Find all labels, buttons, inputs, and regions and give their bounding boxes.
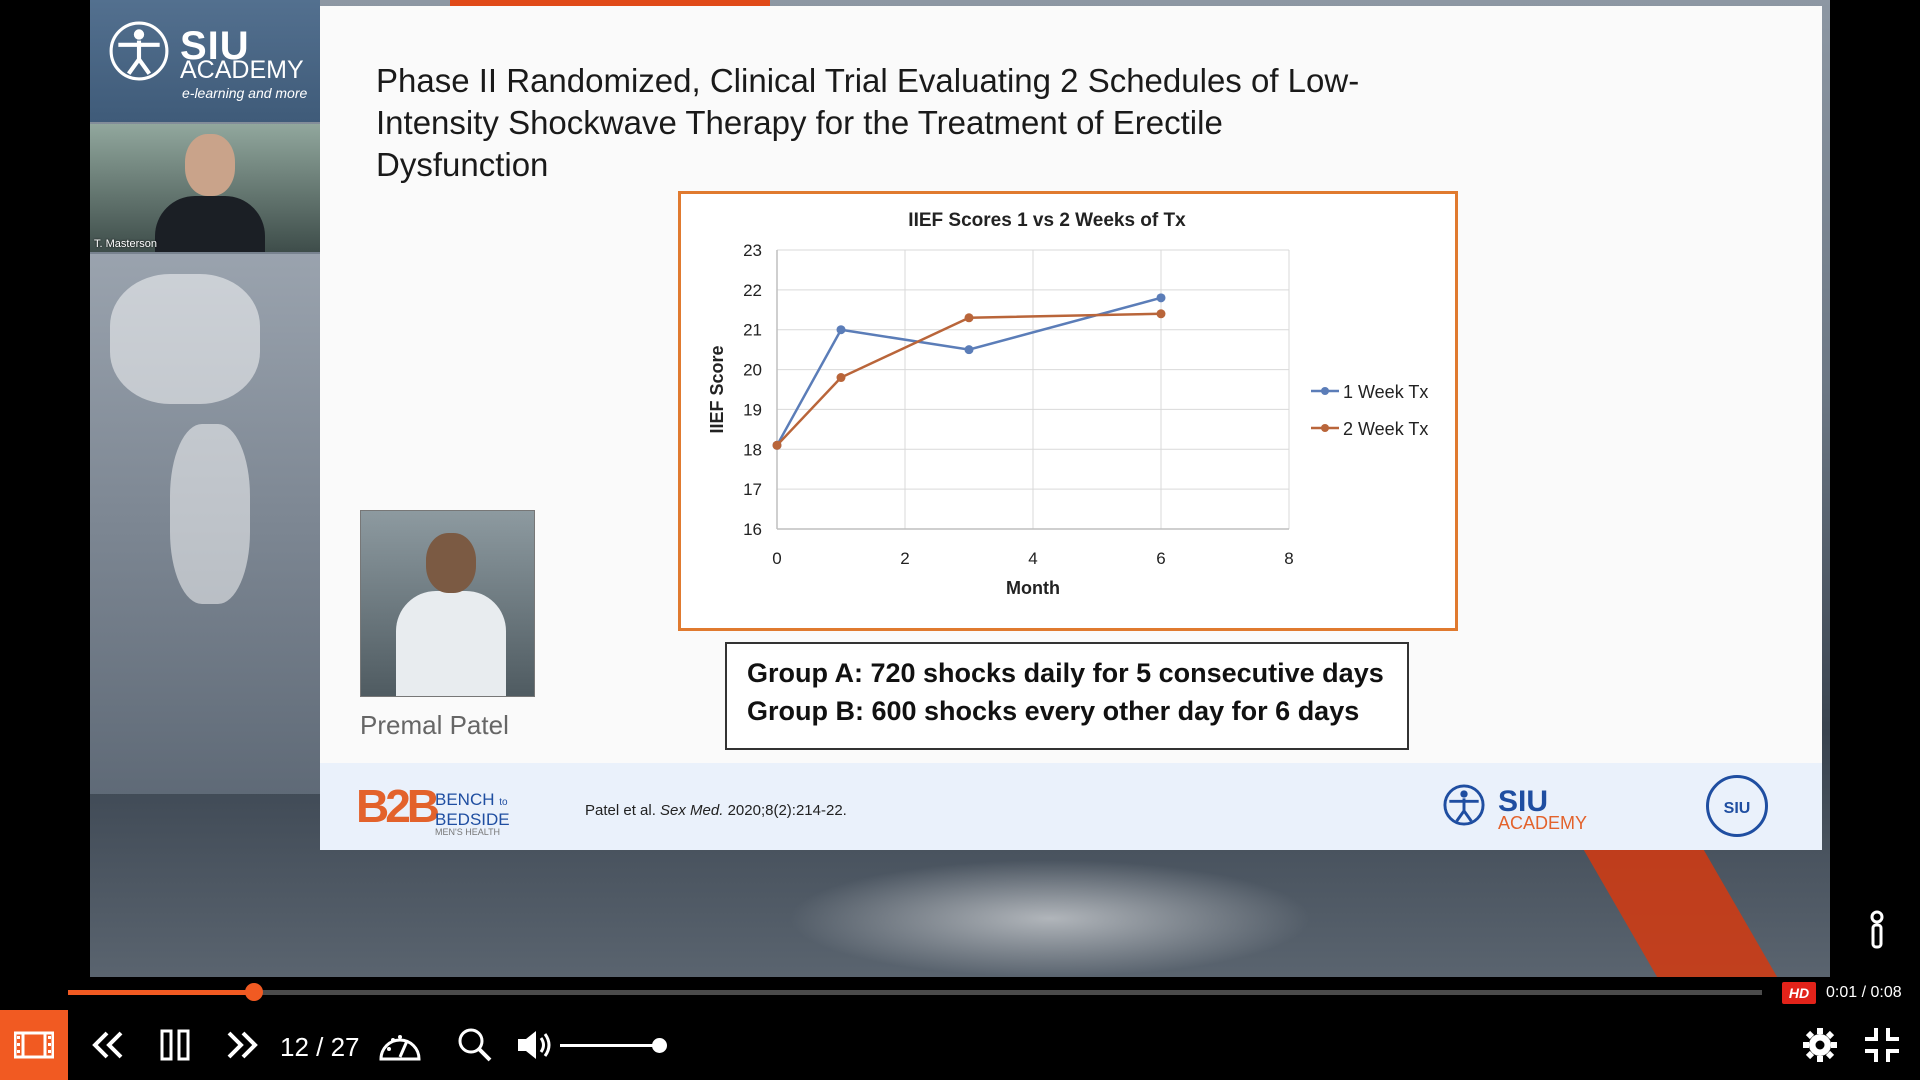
vitruvian-figure-icon	[109, 21, 169, 81]
presenter-photo	[360, 510, 535, 697]
presenter-name: Premal Patel	[360, 710, 509, 740]
x-tick-label: 4	[1028, 549, 1037, 568]
group-a-text: Group A: 720 shocks daily for 5 consecut…	[747, 658, 1384, 688]
bench-to-bedside-text: BENCH to BEDSIDE	[435, 791, 510, 828]
presenter-head	[426, 533, 476, 593]
series-line	[776, 312, 1162, 447]
line-chart: IIEF Scores 1 vs 2 Weeks of Tx1617181920…	[707, 210, 1428, 598]
y-tick-label: 19	[743, 400, 762, 419]
data-point	[836, 373, 846, 383]
pause-button[interactable]	[155, 1010, 195, 1080]
volume-slider[interactable]	[560, 1038, 667, 1053]
y-tick-label: 23	[743, 241, 762, 260]
y-axis-label: IIEF Score	[707, 345, 727, 433]
speedometer-icon	[379, 1035, 421, 1061]
to-label: to	[499, 797, 508, 808]
exit-fullscreen-button[interactable]	[1862, 1010, 1902, 1080]
brand-sub: ACADEMY	[180, 56, 304, 84]
siu-seal-logo: SIU	[1706, 775, 1768, 837]
data-point	[964, 313, 974, 323]
slide-title: Phase II Randomized, Clinical Trial Eval…	[376, 62, 1360, 183]
player-controls: 12 / 27	[0, 1010, 1920, 1080]
decor-stripe	[1583, 850, 1797, 977]
legend-marker	[1321, 424, 1329, 432]
siu-footer-logo: SIU	[1498, 785, 1549, 818]
legend-label: 1 Week Tx	[1343, 382, 1428, 402]
progress-knob[interactable]	[245, 983, 264, 1001]
search-icon	[458, 1028, 492, 1062]
x-tick-label: 6	[1156, 549, 1165, 568]
group-descriptions: Group A: 720 shocks daily for 5 consecut…	[725, 642, 1409, 750]
siu-academy-logo: SIU ACADEMY e-learning and more	[90, 0, 320, 122]
data-point	[1156, 309, 1166, 319]
data-point	[1156, 293, 1166, 303]
x-tick-label: 8	[1284, 549, 1293, 568]
map-continent	[170, 424, 250, 604]
chevron-double-left-icon	[92, 1031, 123, 1059]
speed-button[interactable]	[375, 1010, 425, 1080]
y-tick-label: 21	[743, 321, 762, 340]
speaker-body	[155, 196, 265, 252]
legend-label: 2 Week Tx	[1343, 419, 1428, 439]
previous-slide-button[interactable]	[88, 1010, 128, 1080]
progress-fill	[68, 990, 255, 995]
bedside-label: BEDSIDE	[435, 810, 510, 829]
presentation-slide: Phase II Randomized, Clinical Trial Eval…	[320, 6, 1822, 850]
citation-details: 2020;8(2):214-22.	[723, 802, 847, 819]
info-icon[interactable]	[1862, 910, 1892, 957]
brand-name: SIU	[180, 24, 250, 68]
chart-title: IIEF Scores 1 vs 2 Weeks of Tx	[908, 210, 1186, 231]
camera-name-label: T. Masterson	[94, 238, 157, 250]
citation-authors: Patel et al.	[585, 802, 661, 819]
slide-footer: B2B BENCH to BEDSIDE MEN'S HEALTH Patel e…	[320, 763, 1822, 850]
vitruvian-figure-icon	[1443, 784, 1485, 826]
x-tick-label: 2	[900, 549, 909, 568]
search-button[interactable]	[455, 1010, 495, 1080]
volume-knob[interactable]	[652, 1038, 667, 1053]
film-strip-icon	[14, 1031, 54, 1059]
x-axis-label: Month	[1006, 578, 1060, 598]
group-b-text: Group B: 600 shocks every other day for …	[747, 696, 1360, 726]
volume-button[interactable]	[515, 1010, 555, 1080]
series-line	[775, 296, 1162, 446]
legend-marker	[1321, 387, 1329, 395]
time-display: 0:01 / 0:08	[1826, 984, 1902, 1001]
b2b-logo: B2B	[356, 780, 440, 832]
next-slide-button[interactable]	[222, 1010, 262, 1080]
y-tick-label: 16	[743, 520, 762, 539]
film-strip-button[interactable]	[0, 1010, 68, 1080]
brand-tagline: e-learning and more	[182, 85, 308, 101]
pause-icon	[160, 1029, 190, 1061]
chevron-double-right-icon	[227, 1031, 258, 1059]
data-point	[836, 325, 846, 335]
settings-button[interactable]	[1800, 1010, 1840, 1080]
y-tick-label: 22	[743, 281, 762, 300]
academy-footer-label: ACADEMY	[1498, 813, 1588, 833]
speaker-head	[185, 134, 235, 196]
speaker-icon	[518, 1031, 551, 1059]
y-tick-label: 20	[743, 361, 762, 380]
gear-icon	[1803, 1028, 1837, 1062]
speaker-camera: T. Masterson	[90, 124, 320, 252]
hd-badge[interactable]: HD	[1782, 982, 1816, 1004]
chart-frame: IIEF Scores 1 vs 2 Weeks of Tx 16 17 18 19 20…	[678, 191, 1458, 631]
x-tick-label: 0	[772, 549, 781, 568]
data-point	[772, 440, 782, 450]
y-tick-label: 17	[743, 480, 762, 499]
citation-journal: Sex Med.	[660, 802, 724, 819]
progress-bar[interactable]	[68, 983, 1762, 1001]
citation: Patel et al. Sex Med. 2020;8(2):214-22.	[585, 802, 847, 819]
mens-health-label: MEN'S HEALTH	[435, 827, 501, 837]
world-map-decor	[90, 254, 320, 794]
decor-stripe	[450, 0, 770, 6]
bench-label: BENCH	[435, 790, 495, 809]
data-point	[964, 345, 974, 355]
map-continent	[110, 274, 260, 404]
left-column: SIU ACADEMY e-learning and more T. Maste…	[90, 0, 320, 800]
y-tick-label: 18	[743, 440, 762, 459]
decor-glow	[790, 860, 1310, 977]
slide-counter: 12 / 27	[280, 1032, 360, 1062]
exit-fullscreen-icon	[1865, 1028, 1899, 1062]
presenter-coat	[396, 591, 506, 696]
